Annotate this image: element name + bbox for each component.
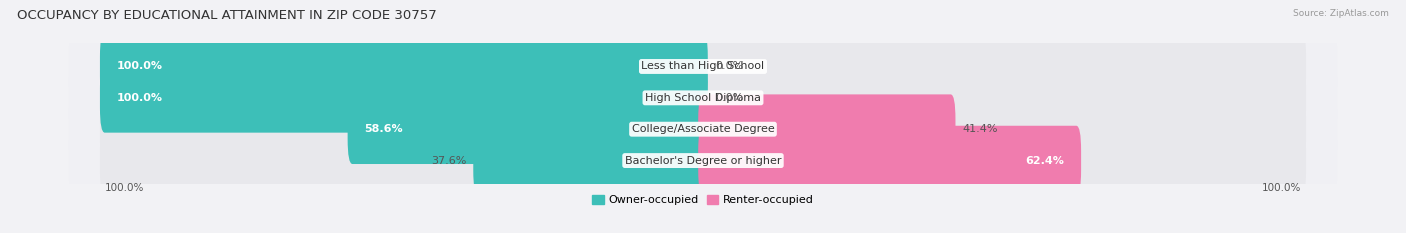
FancyBboxPatch shape [100,94,1306,164]
Text: 0.0%: 0.0% [716,62,744,72]
Text: Less than High School: Less than High School [641,62,765,72]
Text: 100.0%: 100.0% [117,62,163,72]
Text: 58.6%: 58.6% [364,124,404,134]
Text: 100.0%: 100.0% [1263,183,1302,193]
FancyBboxPatch shape [699,94,956,164]
FancyBboxPatch shape [100,63,1306,133]
Text: 0.0%: 0.0% [716,93,744,103]
Text: 100.0%: 100.0% [117,93,163,103]
Text: 41.4%: 41.4% [963,124,998,134]
FancyBboxPatch shape [100,32,1306,101]
FancyBboxPatch shape [100,32,707,101]
FancyBboxPatch shape [474,126,707,195]
Text: 100.0%: 100.0% [104,183,143,193]
FancyBboxPatch shape [699,126,1081,195]
Text: Bachelor's Degree or higher: Bachelor's Degree or higher [624,156,782,166]
Text: College/Associate Degree: College/Associate Degree [631,124,775,134]
FancyBboxPatch shape [69,86,1337,173]
FancyBboxPatch shape [100,126,1306,195]
FancyBboxPatch shape [69,23,1337,110]
Text: OCCUPANCY BY EDUCATIONAL ATTAINMENT IN ZIP CODE 30757: OCCUPANCY BY EDUCATIONAL ATTAINMENT IN Z… [17,9,437,22]
Legend: Owner-occupied, Renter-occupied: Owner-occupied, Renter-occupied [588,190,818,209]
Text: 62.4%: 62.4% [1025,156,1064,166]
FancyBboxPatch shape [69,54,1337,141]
FancyBboxPatch shape [347,94,707,164]
FancyBboxPatch shape [69,117,1337,204]
Text: Source: ZipAtlas.com: Source: ZipAtlas.com [1294,9,1389,18]
Text: 37.6%: 37.6% [430,156,465,166]
FancyBboxPatch shape [100,63,707,133]
Text: High School Diploma: High School Diploma [645,93,761,103]
